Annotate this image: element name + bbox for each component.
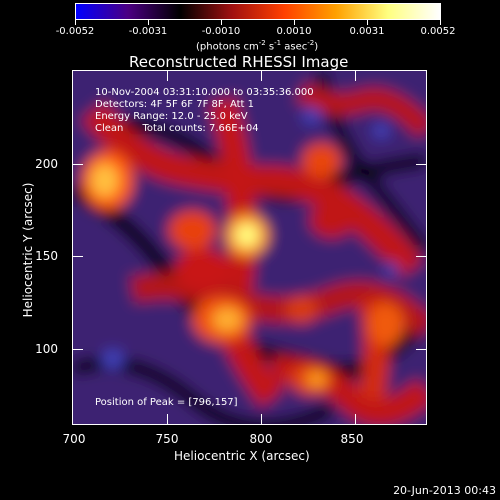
rhessi-image (73, 71, 426, 424)
colorbar-tick (221, 20, 222, 25)
colorbar-tick (367, 20, 368, 25)
x-tick-top (261, 70, 262, 81)
colorbar-tick-label: 0.0031 (349, 26, 385, 37)
x-tick-label: 750 (155, 432, 179, 446)
clean-counts-label: Clean Total counts: 7.66E+04 (95, 123, 259, 134)
peak-position-label: Position of Peak = [796,157] (95, 397, 238, 408)
colorbar-tick-label: 0.0052 (420, 26, 456, 37)
x-tick (261, 414, 262, 425)
energy-range-label: Energy Range: 12.0 - 25.0 keV (95, 111, 248, 122)
colorbar-tick-label: -0.0052 (55, 26, 95, 37)
colorbar-tick (294, 20, 295, 25)
x-axis-label: Heliocentric X (arcsec) (174, 449, 310, 463)
image-title: Reconstructed RHESSI Image (129, 53, 349, 71)
x-tick-label: 800 (249, 432, 273, 446)
colorbar-tick (75, 20, 76, 25)
x-tick-label: 700 (62, 432, 86, 446)
colorbar-units: (photons cm-2 s-1 asec-2) (196, 39, 319, 53)
x-tick (355, 414, 356, 425)
colorbar-tick-label: -0.0031 (128, 26, 168, 37)
y-axis-label: Heliocentric Y (arcsec) (21, 182, 35, 318)
x-tick-top (167, 70, 168, 81)
colorbar-tick-label: -0.0010 (201, 26, 241, 37)
y-tick-label: 150 (35, 249, 58, 263)
rhessi-image-plot (72, 70, 427, 425)
y-tick (72, 349, 83, 350)
x-tick (167, 414, 168, 425)
y-tick-label: 200 (35, 157, 58, 171)
y-tick-right (416, 164, 427, 165)
x-tick-top (355, 70, 356, 81)
y-tick (72, 164, 83, 165)
y-tick-right (416, 256, 427, 257)
generation-date: 20-Jun-2013 00:43 (393, 484, 496, 497)
y-tick-right (416, 349, 427, 350)
colorbar (75, 3, 441, 20)
colorbar-tick (148, 20, 149, 25)
colorbar-tick-label: 0.0010 (276, 26, 312, 37)
y-tick (72, 256, 83, 257)
x-tick-label: 850 (340, 432, 364, 446)
y-tick-label: 100 (35, 342, 58, 356)
detectors-label: Detectors: 4F 5F 6F 7F 8F, Att 1 (95, 99, 255, 110)
colorbar-tick (440, 20, 441, 25)
time-range-label: 10-Nov-2004 03:31:10.000 to 03:35:36.000 (95, 87, 314, 98)
